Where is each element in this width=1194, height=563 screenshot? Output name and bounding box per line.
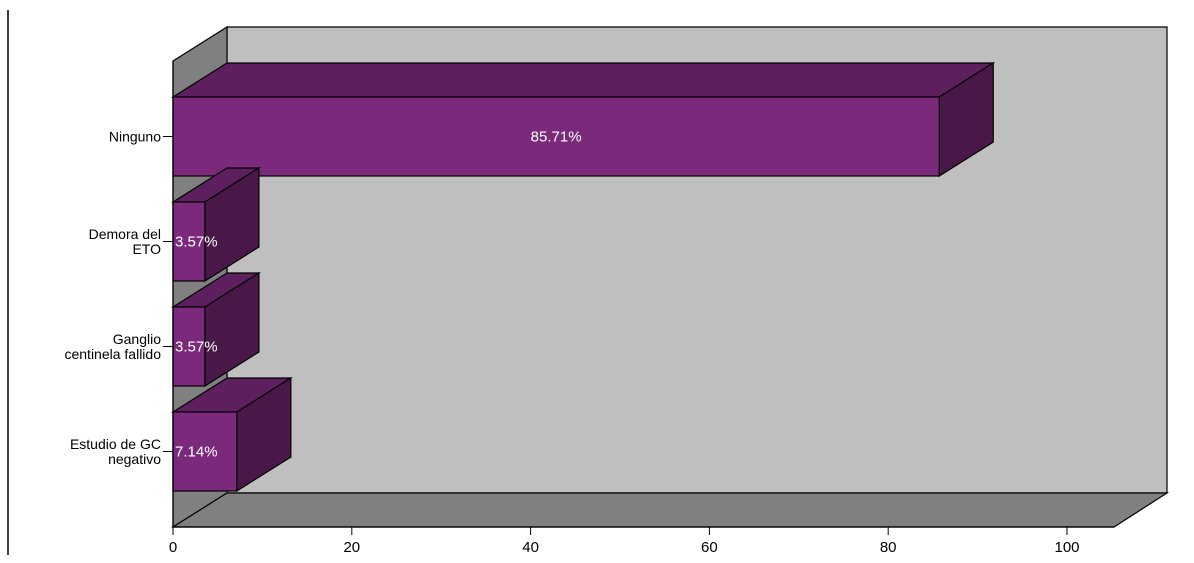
bar-top-face [170, 62, 996, 98]
x-tick-label: 0 [169, 539, 177, 556]
data-label: 3.57% [175, 339, 218, 356]
category-label: Ganglio [113, 331, 161, 347]
bar-group: 85.71% 3.57% 3.57% 7.14% [170, 61, 996, 493]
data-label: 7.14% [175, 444, 218, 461]
category-label: negativo [108, 451, 161, 467]
category-label: Demora del [89, 226, 161, 242]
bar-2: 3.57% [170, 166, 261, 283]
x-tick-label: 20 [343, 539, 360, 556]
floor [170, 492, 1170, 528]
x-tick-label: 40 [522, 539, 539, 556]
category-label: centinela fallido [64, 346, 161, 362]
bar-1: 85.71% [170, 61, 996, 178]
x-tick-label: 60 [701, 539, 718, 556]
x-tick-label: 80 [880, 539, 897, 556]
bar-front-face [172, 411, 238, 492]
x-tick-label: 100 [1054, 539, 1079, 556]
bar-4: 7.14% [170, 376, 293, 493]
category-label: Ninguno [109, 129, 161, 145]
x-axis: 0 20 40 60 80 100 [169, 526, 1114, 556]
data-label: 3.57% [175, 234, 218, 251]
category-label: ETO [132, 241, 161, 257]
category-label: Estudio de GC [70, 436, 161, 452]
data-label: 85.71% [531, 129, 582, 146]
bar-front-face [172, 201, 206, 282]
